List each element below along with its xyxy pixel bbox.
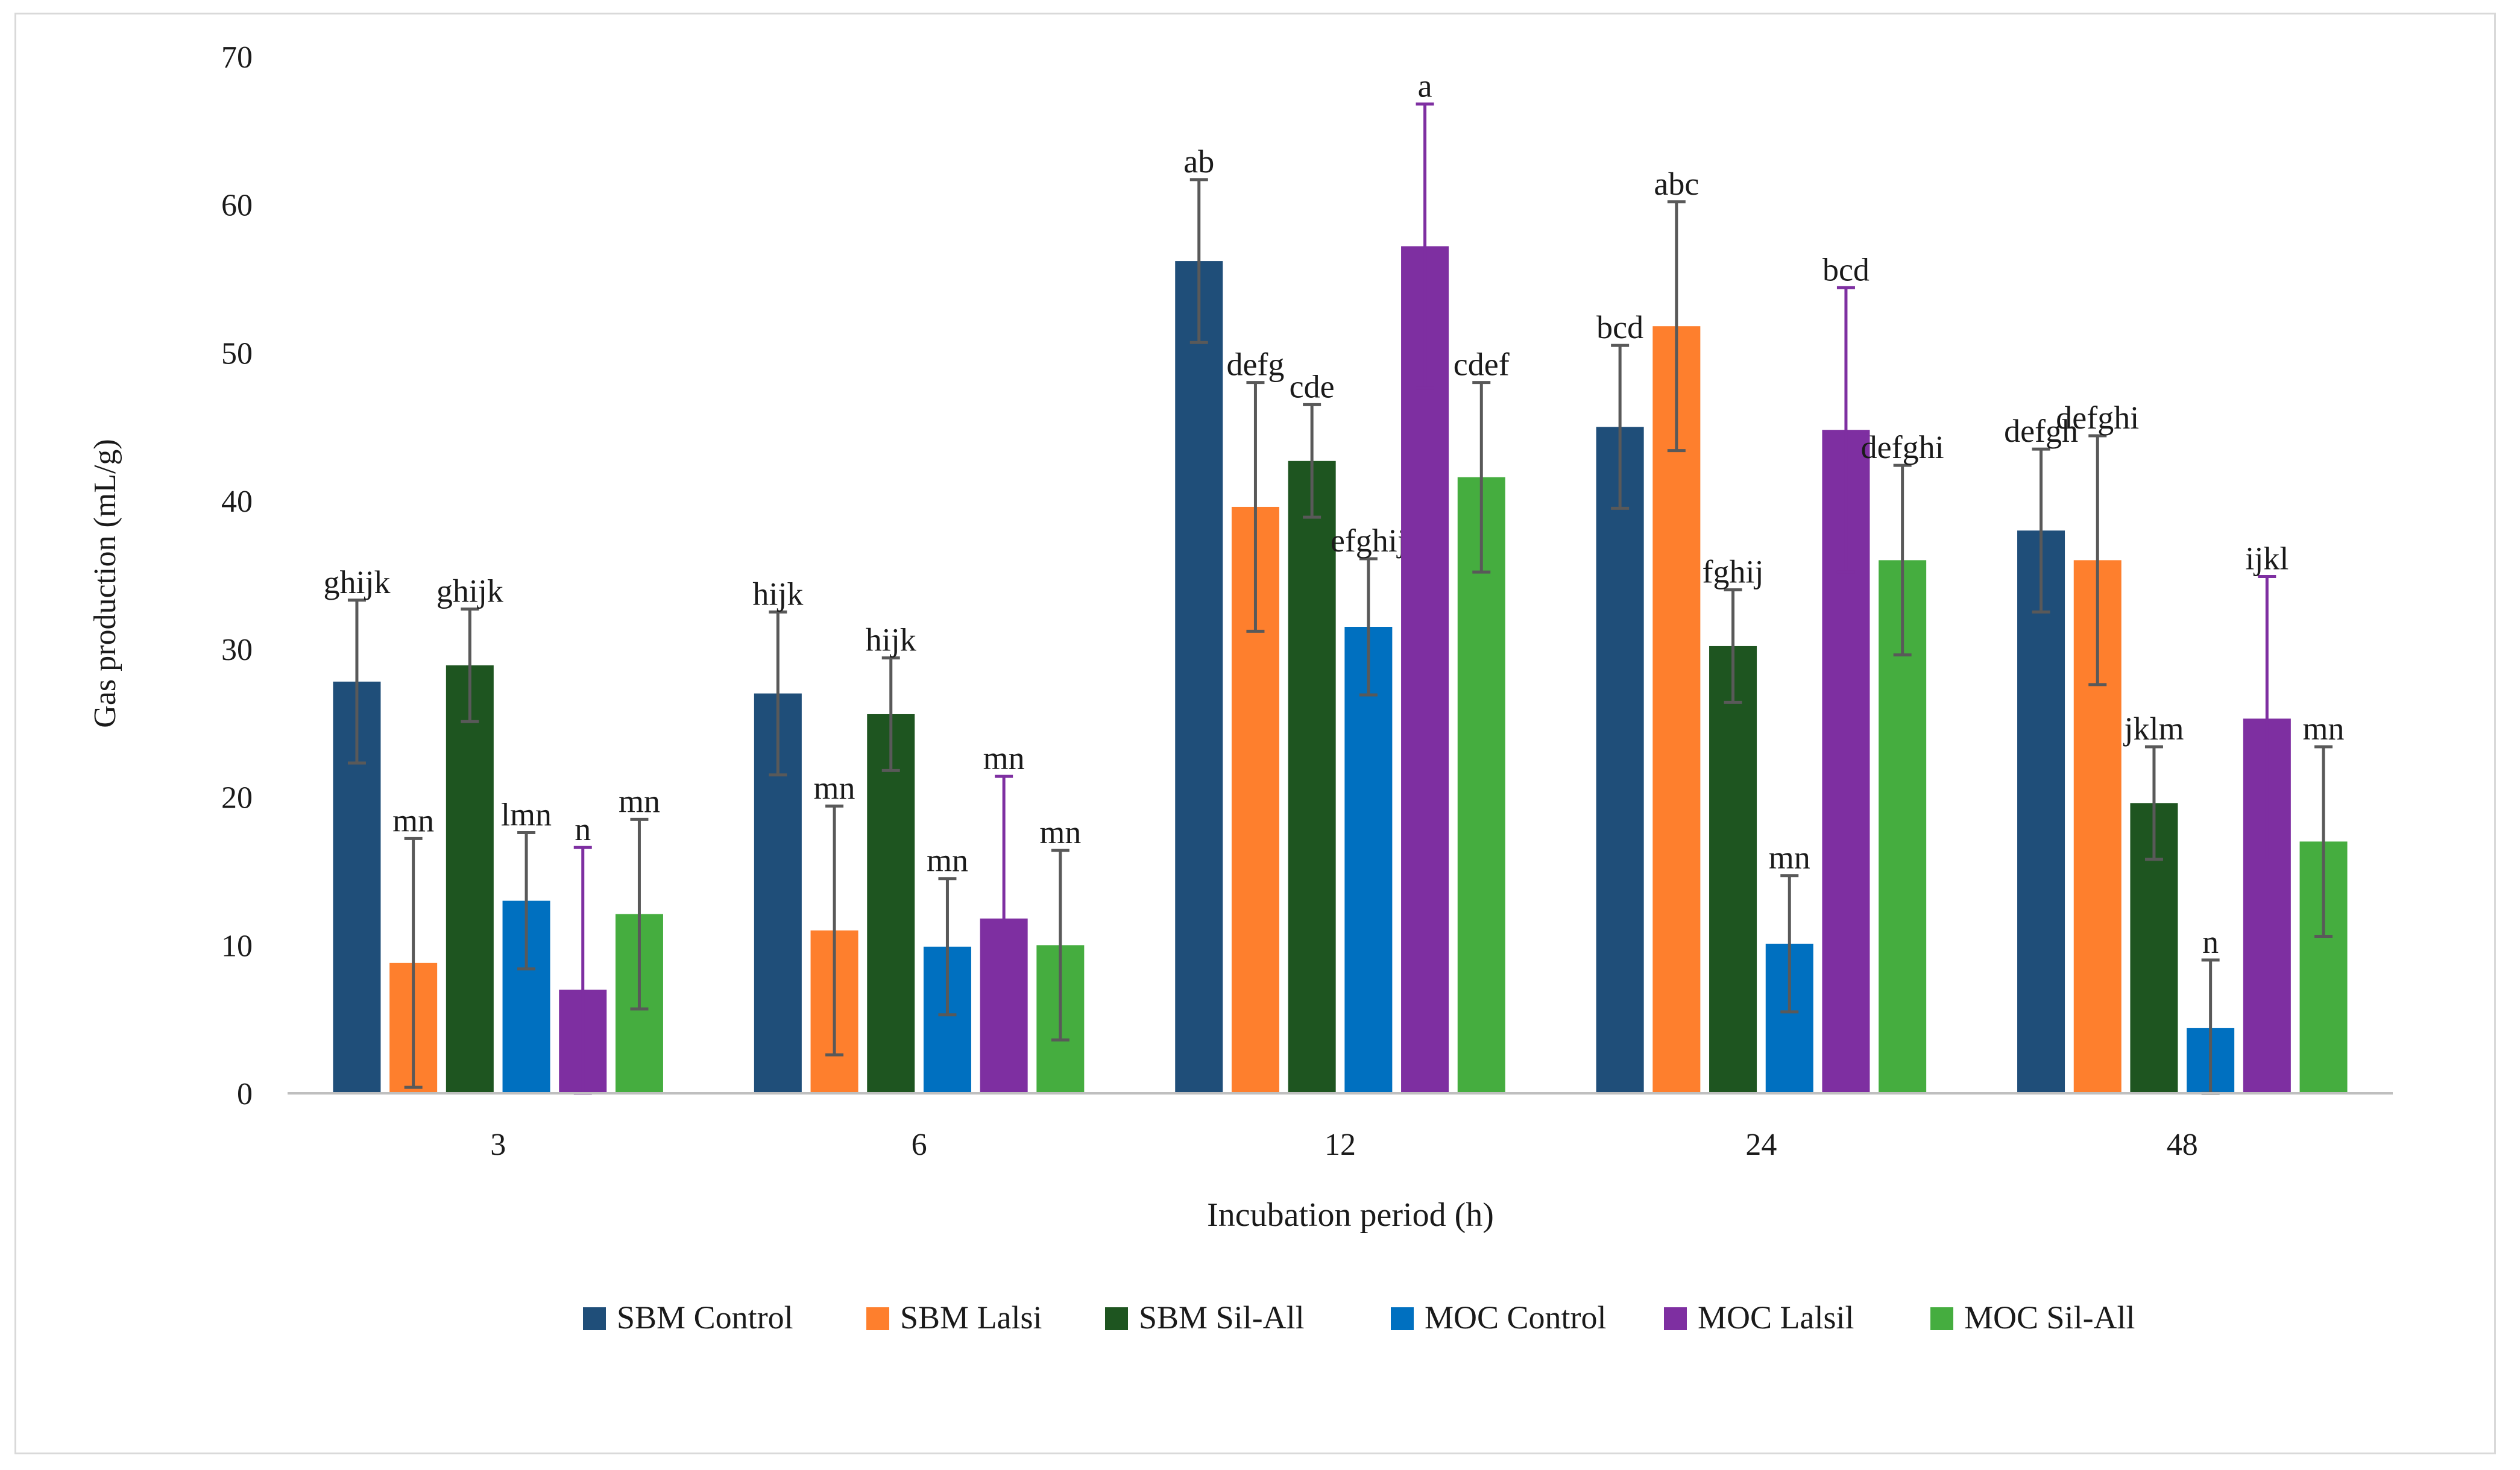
y-axis-ticks: 0 10 20 30 40 50 60 70 bbox=[221, 40, 253, 1111]
significance-label: ghijk bbox=[436, 573, 503, 609]
legend-label: MOC Control bbox=[1425, 1299, 1607, 1336]
legend-swatch bbox=[1664, 1307, 1687, 1330]
significance-label: bcd bbox=[1822, 251, 1870, 287]
legend-label: SBM Sil-All bbox=[1139, 1299, 1305, 1336]
legend-label: MOC Sil-All bbox=[1964, 1299, 2135, 1336]
y-tick-label: 40 bbox=[221, 485, 253, 519]
x-tick-label: 48 bbox=[2167, 1128, 2198, 1162]
x-tick-label: 6 bbox=[912, 1128, 927, 1162]
significance-label: bcd bbox=[1596, 309, 1643, 345]
x-axis-ticks: 3 6 12 24 48 bbox=[490, 1128, 2198, 1162]
significance-label: ab bbox=[1183, 143, 1214, 180]
significance-label: ghijk bbox=[323, 564, 390, 600]
significance-label: abc bbox=[1654, 166, 1699, 202]
significance-label: mn bbox=[392, 802, 434, 838]
bar[interactable] bbox=[1344, 627, 1393, 1093]
legend-label: MOC Lalsil bbox=[1698, 1299, 1854, 1336]
bar[interactable] bbox=[1288, 460, 1336, 1093]
chart-frame: 0 10 20 30 40 50 60 70 ghijk mn ghijk lmn n mn hijk mn… bbox=[14, 13, 2496, 1454]
bar[interactable] bbox=[867, 714, 915, 1093]
significance-label: mn bbox=[619, 783, 660, 819]
legend-swatch bbox=[1105, 1307, 1128, 1330]
legend-swatch bbox=[583, 1307, 606, 1330]
significance-label: cdef bbox=[1454, 347, 1510, 383]
significance-label: mn bbox=[814, 770, 855, 806]
legend-label: SBM Control bbox=[617, 1299, 793, 1336]
x-tick-label: 24 bbox=[1745, 1128, 1777, 1162]
significance-label: hijk bbox=[752, 576, 803, 612]
y-tick-label: 30 bbox=[221, 633, 253, 667]
significance-label: defghi bbox=[1861, 429, 1944, 465]
significance-label: n bbox=[575, 811, 591, 847]
significance-label: mn bbox=[1039, 814, 1081, 850]
bar[interactable] bbox=[1709, 645, 1757, 1093]
bar[interactable] bbox=[1175, 261, 1223, 1094]
significance-label: defghi bbox=[2056, 400, 2139, 436]
y-tick-label: 70 bbox=[221, 40, 253, 75]
significance-label: jklm bbox=[2123, 711, 2184, 747]
significance-label: efghij bbox=[1331, 523, 1406, 559]
legend-swatch bbox=[1930, 1307, 1953, 1330]
x-axis-label: Incubation period (h) bbox=[1207, 1196, 1494, 1234]
x-tick-label: 12 bbox=[1325, 1128, 1356, 1162]
significance-label: lmn bbox=[501, 797, 552, 833]
significance-label: defgh bbox=[2004, 413, 2078, 449]
bar-group-6: hijk mn hijk mn mn mn bbox=[752, 576, 1085, 1093]
significance-label: mn bbox=[983, 740, 1025, 776]
significance-label: mn bbox=[1769, 840, 1810, 876]
significance-label: defg bbox=[1226, 347, 1284, 383]
significance-label: ijkl bbox=[2245, 540, 2288, 576]
bar[interactable] bbox=[446, 665, 494, 1093]
bar[interactable] bbox=[1457, 477, 1505, 1093]
bar[interactable] bbox=[2017, 530, 2065, 1093]
significance-label: cde bbox=[1290, 368, 1335, 404]
legend-label: SBM Lalsi bbox=[900, 1299, 1042, 1336]
bar[interactable] bbox=[1652, 326, 1701, 1094]
bar-group-24: bcd abc fghij mn bcd defghi bbox=[1596, 166, 1944, 1094]
legend-swatch bbox=[866, 1307, 889, 1330]
legend: SBM Control SBM Lalsi SBM Sil-All MOC Contr… bbox=[583, 1299, 2135, 1336]
significance-label: fghij bbox=[1703, 554, 1764, 590]
y-axis-label: Gas production (mL/g) bbox=[88, 439, 122, 727]
significance-label: mn bbox=[2303, 711, 2345, 747]
legend-swatch bbox=[1391, 1307, 1414, 1330]
y-tick-label: 50 bbox=[221, 336, 253, 371]
significance-label: hijk bbox=[866, 622, 916, 658]
bar[interactable] bbox=[1596, 427, 1644, 1094]
y-tick-label: 20 bbox=[221, 781, 253, 815]
significance-label: n bbox=[2202, 924, 2219, 960]
y-tick-label: 10 bbox=[221, 929, 253, 963]
y-tick-label: 60 bbox=[221, 189, 253, 223]
significance-label: mn bbox=[927, 843, 968, 879]
significance-label: a bbox=[1418, 68, 1432, 104]
x-tick-label: 3 bbox=[490, 1128, 506, 1162]
y-tick-label: 0 bbox=[237, 1077, 253, 1111]
